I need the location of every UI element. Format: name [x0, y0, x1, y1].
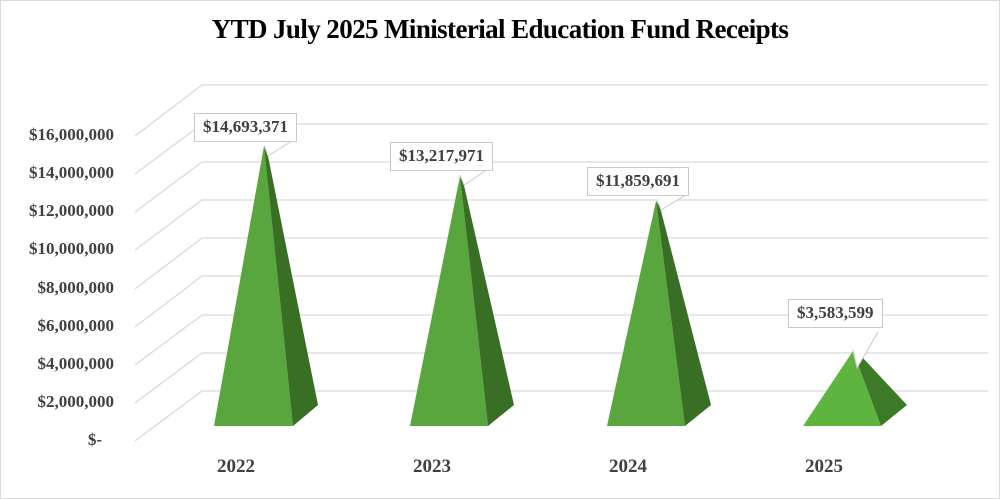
data-label-2024: $11,859,691	[587, 167, 690, 196]
callout-leaders	[263, 138, 879, 370]
gridlines	[134, 84, 988, 442]
y-tick-label: $14,000,000	[29, 163, 114, 182]
bar-2022[interactable]	[214, 146, 318, 426]
data-label-2023: $13,217,971	[390, 142, 493, 171]
data-label-2025: $3,583,599	[788, 299, 883, 328]
y-tick-label: $-	[87, 430, 102, 449]
y-tick-label: $4,000,000	[37, 354, 115, 373]
bar-2025[interactable]	[803, 351, 907, 426]
bar-2023[interactable]	[410, 176, 514, 426]
x-tick-label-2023: 2023	[413, 456, 451, 477]
y-tick-label: $8,000,000	[37, 278, 115, 297]
data-label-2022: $14,693,371	[194, 113, 297, 142]
y-tick-label: $12,000,000	[29, 201, 114, 220]
y-tick-label: $10,000,000	[29, 239, 114, 258]
y-tick-label: $16,000,000	[29, 125, 114, 144]
y-tick-label: $2,000,000	[37, 392, 115, 411]
bar-2024[interactable]	[607, 201, 711, 426]
x-tick-label-2024: 2024	[609, 456, 647, 477]
chart-title: YTD July 2025 Ministerial Education Fund…	[211, 14, 789, 44]
y-tick-label: $6,000,000	[37, 316, 115, 335]
x-tick-label-2022: 2022	[217, 456, 255, 477]
x-tick-label-2025: 2025	[805, 456, 843, 477]
